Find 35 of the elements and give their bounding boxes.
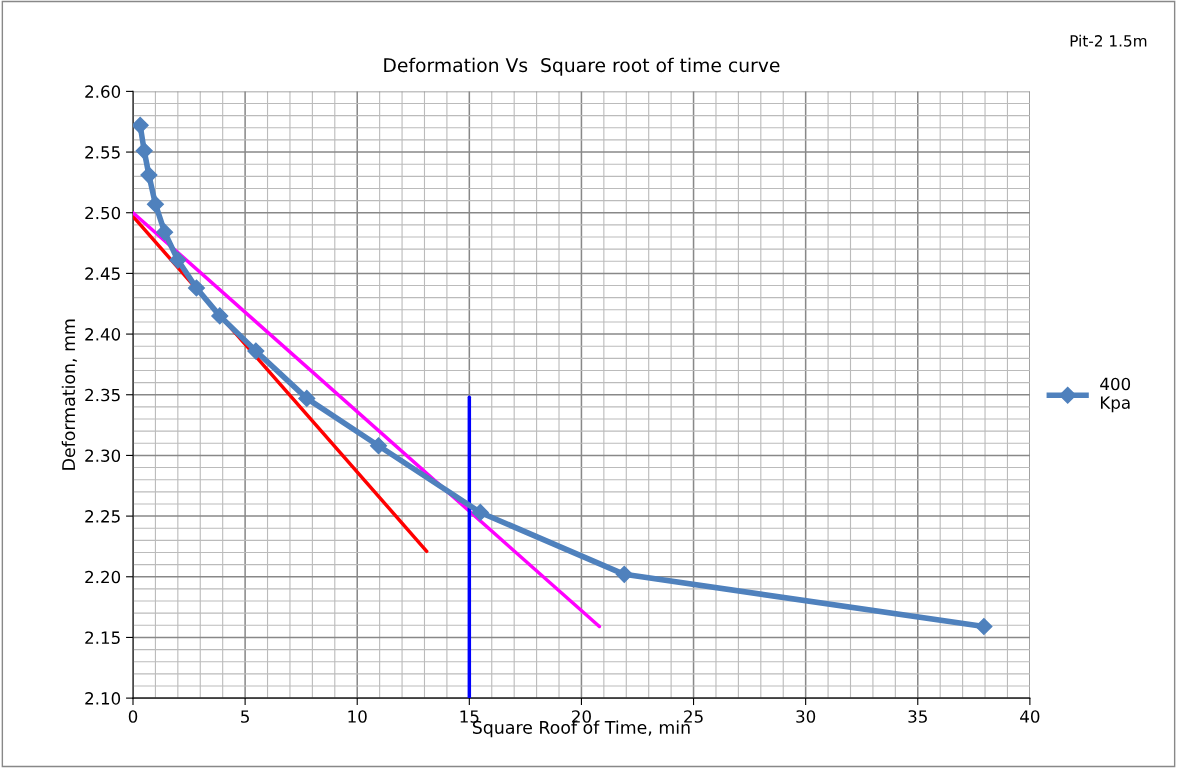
point [247,342,265,360]
y-tick-label: 2.40 [85,328,121,341]
y-tick-label: 2.10 [85,692,121,705]
point [135,142,153,160]
y-tick-label: 2.50 [85,206,121,220]
x-tick-label: 35 [908,710,927,723]
point [615,565,633,583]
x-tick-label: 5 [241,710,249,723]
point [298,389,316,407]
x-tick-label: 10 [348,710,367,723]
point [369,437,388,455]
y-tick-label: 2.15 [85,631,120,645]
point [975,617,993,636]
point [211,307,229,325]
point [156,223,174,241]
point [169,251,187,269]
y-tick-label: 2.55 [85,146,120,159]
y-tick-label: 2.45 [85,267,120,280]
y-tick-label: 2.25 [85,510,120,523]
x-tick-label: 0 [128,710,138,723]
y-axis-title: Deformation, mm [61,319,77,470]
legend-label: 400 Kpa [1100,377,1131,413]
point [146,195,164,213]
y-tick-label: 2.20 [85,570,121,584]
point [187,279,206,297]
x-tick-label: 30 [796,710,816,723]
x-tick-label: 40 [1020,710,1040,723]
point [140,166,158,184]
text: Pit-2 1.5m [1070,34,1147,47]
y-tick-label: 2.35 [85,388,120,402]
y-tick-label: 2.60 [85,85,121,98]
chart-title: Deformation Vs Square root of time curve [384,57,780,76]
y-tick-label: 2.30 [85,449,121,462]
point [133,116,149,134]
point [471,503,489,522]
